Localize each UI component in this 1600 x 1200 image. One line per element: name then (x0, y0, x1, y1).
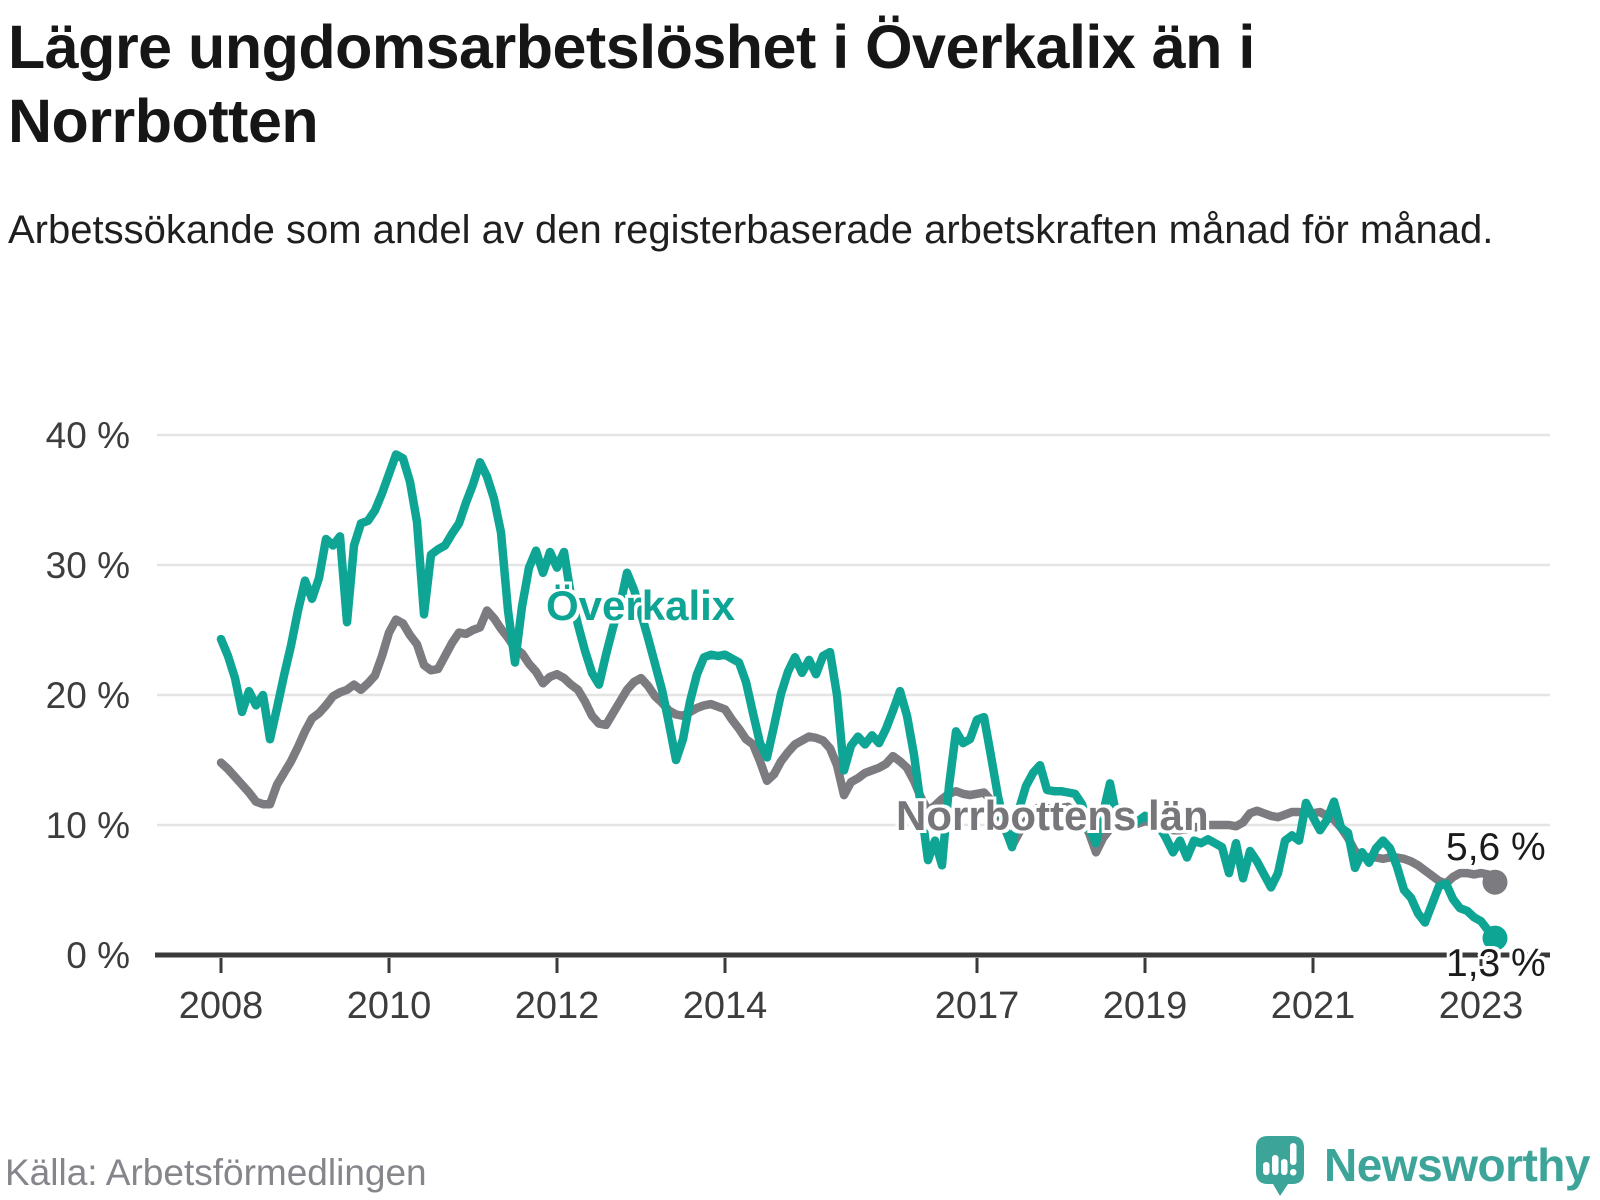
y-tick-label: 0 % (66, 935, 130, 976)
source-attribution: Källa: Arbetsförmedlingen (5, 1152, 427, 1193)
chart-title: Lägre ungdomsarbetslöshet i Överkalix än… (8, 13, 1255, 156)
series-line-0 (216, 606, 1500, 888)
series-end-dot-1 (1482, 925, 1508, 951)
series-label-overkalix: Överkalix (546, 582, 736, 629)
y-tick-label: 10 % (46, 805, 130, 846)
x-tick-label: 2023 (1439, 985, 1524, 1027)
y-tick-label: 40 % (46, 415, 130, 456)
x-tick-label: 2017 (935, 985, 1020, 1027)
series-label-norrbotten: Norrbottens län (896, 792, 1209, 839)
x-tick-label: 2008 (179, 985, 264, 1027)
y-tick-label: 20 % (46, 675, 130, 716)
y-tick-label: 30 % (46, 545, 130, 586)
newsworthy-logo-icon (1256, 1136, 1305, 1196)
series-line-1 (216, 450, 1500, 943)
brand-name: Newsworthy (1324, 1139, 1590, 1191)
x-tick-label: 2012 (515, 985, 600, 1027)
x-tick-label: 2010 (347, 985, 432, 1027)
series-end-dot-0 (1482, 869, 1508, 895)
brand-lockup: Newsworthy (1252, 1132, 1590, 1198)
end-value-label-norrbotten: 5,6 % (1446, 826, 1546, 869)
x-tick-label: 2021 (1271, 985, 1356, 1027)
end-value-label-overkalix: 1,3 % (1446, 942, 1546, 985)
x-tick-label: 2019 (1103, 985, 1188, 1027)
x-tick-label: 2014 (683, 985, 768, 1027)
chart-subtitle: Arbetssökande som andel av den registerb… (8, 208, 1494, 252)
